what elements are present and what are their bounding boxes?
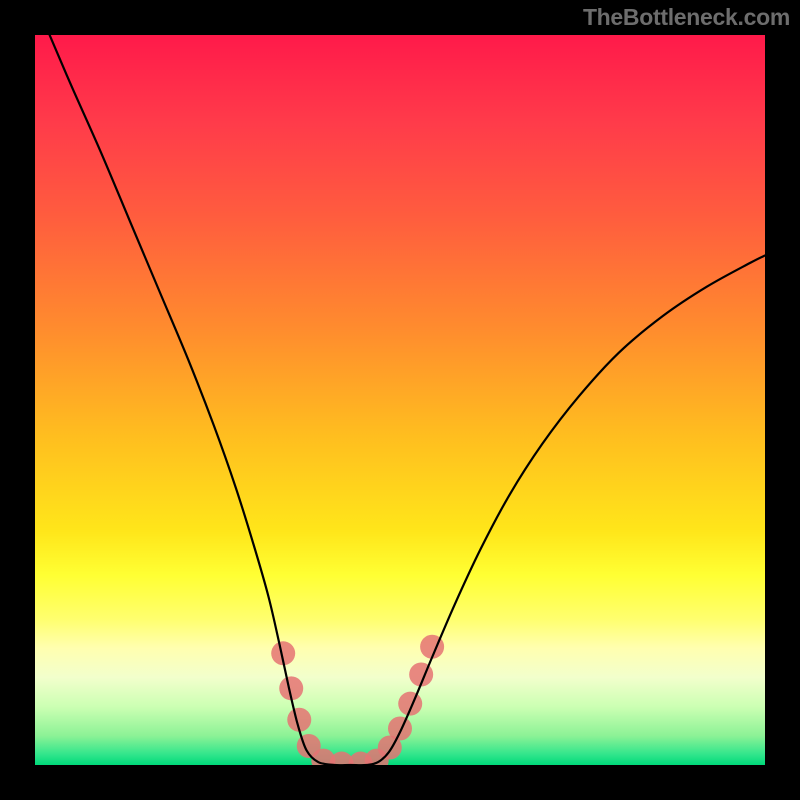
watermark-text: TheBottleneck.com xyxy=(583,4,790,31)
bottleneck-curve-chart xyxy=(0,0,800,800)
chart-container: TheBottleneck.com xyxy=(0,0,800,800)
marker-point xyxy=(388,717,412,741)
chart-background xyxy=(35,35,765,765)
